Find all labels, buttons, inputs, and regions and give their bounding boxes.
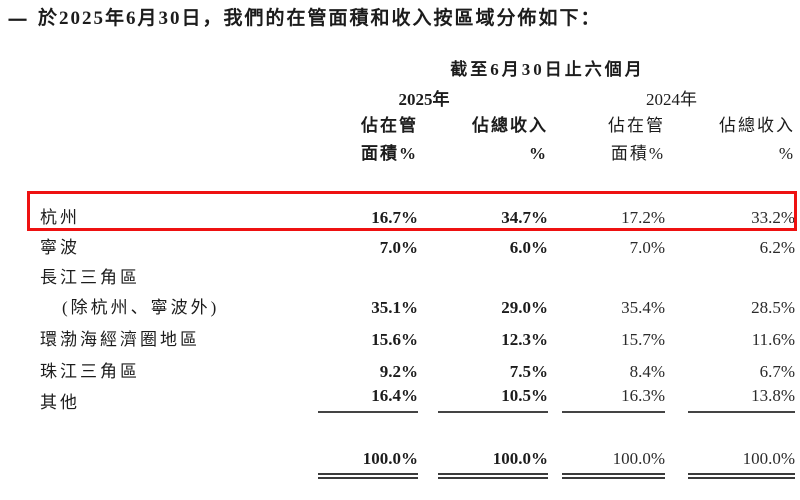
value-2025-area: 16.4% <box>318 386 418 413</box>
region-label: 環渤海經濟圈地區 <box>40 330 200 350</box>
value-2025-area: 9.2% <box>379 362 418 382</box>
region-label: 其他 <box>40 393 80 412</box>
value-2025-revenue: 29.0% <box>501 298 548 318</box>
value-2025-revenue: 7.5% <box>509 362 548 382</box>
value-2024-area: 15.7% <box>621 330 665 350</box>
col-header-2025-area-unit: 面積% <box>361 144 418 164</box>
value-2024-area: 8.4% <box>629 362 665 382</box>
value-2024-revenue: 33.2% <box>751 208 795 228</box>
value-2025-revenue: 12.3% <box>501 330 548 350</box>
list-marker: 一 <box>8 11 28 32</box>
value-2025-area: 7.0% <box>379 238 418 258</box>
table-row-others: 其他 16.4% 10.5% 16.3% 13.8% <box>40 386 795 417</box>
table-row-ningbo: 寧波 7.0% 6.0% 7.0% 6.2% <box>40 232 795 262</box>
col-header-2025-revenue: 佔總收入 <box>472 116 548 136</box>
value-2025-revenue: 6.0% <box>509 238 548 258</box>
year-2024: 2024年 <box>646 90 697 110</box>
col-header-2024-area: 佔在管 <box>608 116 665 136</box>
region-label: 長江三角區 <box>40 268 140 288</box>
col-header-2025-area: 佔在管 <box>361 116 418 136</box>
title-text: 於2025年6月30日，我們的在管面積和收入按區域分佈如下： <box>38 8 602 29</box>
col-header-2024-area-unit: 面積% <box>610 144 665 164</box>
year-2025: 2025年 <box>398 90 450 110</box>
region-label: 杭州 <box>40 208 80 228</box>
table-row-total: 100.0% 100.0% 100.0% 100.0% <box>40 449 795 484</box>
value-2024-revenue: 6.2% <box>759 238 795 258</box>
total-2024-area: 100.0% <box>562 449 665 480</box>
col-header-2024-revenue-unit: % <box>778 144 795 164</box>
table-row-yangtze-delta-excl: (除杭州、寧波外) 35.1% 29.0% 35.4% 28.5% <box>40 292 795 322</box>
region-label: (除杭州、寧波外) <box>62 298 220 318</box>
value-2025-revenue: 10.5% <box>438 386 548 413</box>
value-2025-area: 35.1% <box>371 298 418 318</box>
region-label: 珠江三角區 <box>40 362 140 382</box>
value-2024-revenue: 11.6% <box>751 330 795 350</box>
value-2024-revenue: 13.8% <box>688 386 795 413</box>
table-row-bohai-rim: 環渤海經濟圈地區 15.6% 12.3% 15.7% 11.6% <box>40 322 795 354</box>
value-2024-area: 17.2% <box>621 208 665 228</box>
period-header-row: 截至6月30日止六個月 <box>40 56 795 84</box>
total-label <box>40 449 300 484</box>
value-2024-area: 16.3% <box>562 386 665 413</box>
value-2024-revenue: 6.7% <box>759 362 795 382</box>
col-header-row-line1: 佔在管 佔總收入 佔在管 佔總收入 <box>40 114 795 140</box>
value-2025-area: 16.7% <box>371 208 418 228</box>
col-header-2024-revenue: 佔總收入 <box>719 116 795 136</box>
table-row-hangzhou: 杭州 16.7% 34.7% 17.2% 33.2% <box>40 200 795 232</box>
total-2025-area: 100.0% <box>318 449 418 480</box>
spacer-row <box>40 417 795 449</box>
col-header-row-line2: 面積% % 面積% % <box>40 140 795 168</box>
value-2024-revenue: 28.5% <box>751 298 795 318</box>
table-row-yangtze-delta: 長江三角區 <box>40 262 795 292</box>
year-row: 2025年 2024年 <box>40 84 795 114</box>
value-2024-area: 35.4% <box>621 298 665 318</box>
spacer-row <box>40 168 795 200</box>
period-header: 截至6月30日止六個月 <box>450 60 645 80</box>
section-title: 一 於2025年6月30日，我們的在管面積和收入按區域分佈如下： <box>8 6 796 33</box>
value-2025-revenue: 34.7% <box>501 208 548 228</box>
table-row-pearl-river-delta: 珠江三角區 9.2% 7.5% 8.4% 6.7% <box>40 354 795 386</box>
total-2024-revenue: 100.0% <box>688 449 795 480</box>
value-2025-area: 15.6% <box>371 330 418 350</box>
region-label: 寧波 <box>40 238 80 258</box>
region-distribution-table: 截至6月30日止六個月 2025年 2024年 佔在管 佔總收入 佔在管 佔總收… <box>40 56 795 483</box>
value-2024-area: 7.0% <box>629 238 665 258</box>
total-2025-revenue: 100.0% <box>438 449 548 480</box>
col-header-2025-revenue-unit: % <box>529 144 548 164</box>
